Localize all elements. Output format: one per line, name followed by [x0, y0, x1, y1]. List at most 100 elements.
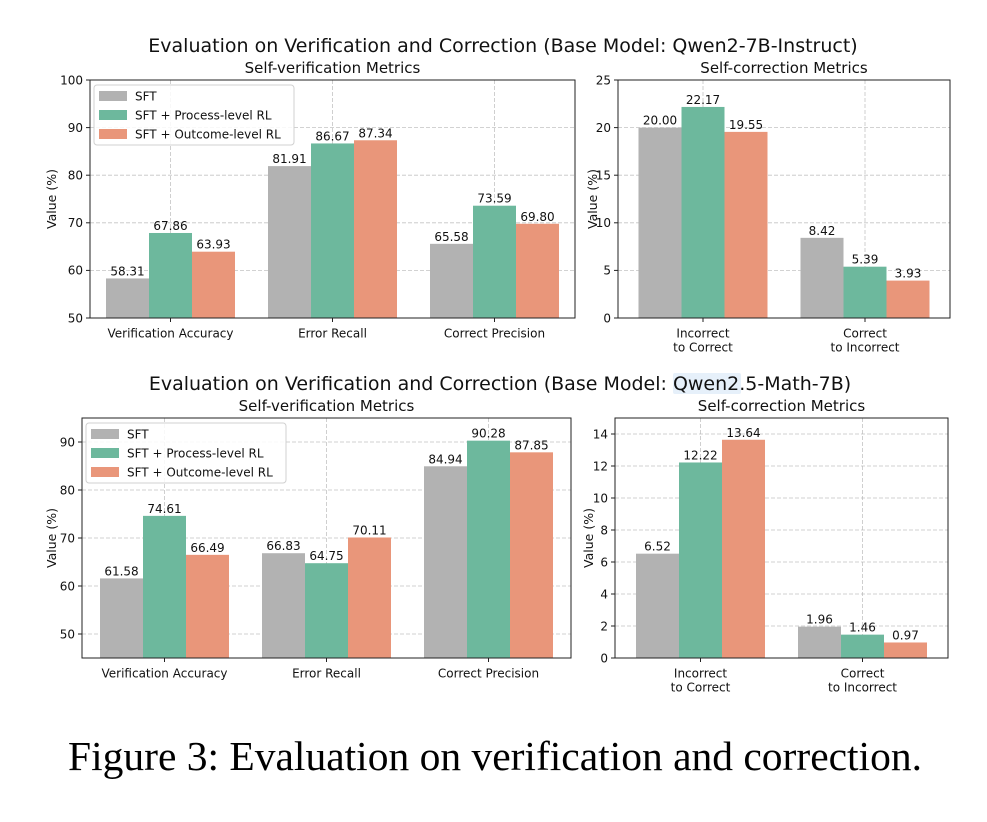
data-label-series-2-category-1: 0.97	[892, 628, 919, 642]
y-tick-label: 8	[600, 523, 608, 537]
data-label-series-1-category-2: 90.28	[471, 427, 505, 441]
y-tick-label: 0	[603, 311, 611, 325]
x-tick-label-line: to Correct	[671, 681, 731, 695]
y-tick-label: 90	[68, 121, 83, 135]
y-tick-label: 70	[68, 216, 83, 230]
legend: SFT SFT + Process-level RL SFT + Outcome-l…	[93, 84, 295, 146]
y-tick-label: 80	[68, 169, 83, 183]
legend-swatch-2	[91, 467, 119, 477]
data-label-series-2-category-0: 66.49	[190, 541, 224, 555]
x-tick-label-line: Correct	[841, 667, 885, 681]
y-tick-label: 90	[60, 435, 75, 449]
y-tick-label: 100	[60, 73, 83, 87]
bar-series-2-category-0	[724, 131, 768, 318]
x-tick-label: Correct to Incorrect	[830, 327, 899, 355]
x-tick-label: Correct Precision	[444, 327, 545, 341]
x-tick-label-line: to Correct	[673, 341, 733, 355]
x-tick-label: Correct to Incorrect	[828, 667, 897, 695]
data-label-series-1-category-1: 64.75	[309, 549, 343, 563]
y-axis-label: Value (%)	[44, 508, 59, 568]
bar-series-1-category-1	[843, 266, 887, 318]
x-tick-label: Error Recall	[298, 327, 367, 341]
bar-series-2-category-2	[510, 452, 553, 658]
bar-series-1-category-2	[473, 205, 516, 318]
y-tick-label: 25	[596, 73, 611, 87]
bar-series-0-category-1	[262, 553, 305, 658]
chart-qwen25-math-7b-self-correction: 6.52 1.96 12.22 1.46 13.64 0.97 0 2 4 6 8 10 12 14 Inc…	[581, 397, 949, 695]
data-label-series-1-category-0: 12.22	[683, 448, 717, 462]
axes-title: Self-correction Metrics	[700, 59, 868, 77]
data-label-series-0-category-0: 61.58	[104, 564, 138, 578]
bar-series-1-category-1	[311, 143, 354, 318]
x-tick-label: Verification Accuracy	[101, 667, 227, 681]
bar-series-0-category-0	[638, 127, 682, 318]
legend-swatch-0	[99, 91, 127, 101]
bar-series-1-category-0	[149, 232, 192, 318]
bar-series-0-category-2	[424, 466, 467, 658]
bar-series-1-category-0	[679, 462, 722, 658]
bar-series-1-category-0	[681, 106, 725, 319]
data-label-series-1-category-2: 73.59	[477, 192, 511, 206]
bar-series-0-category-2	[430, 243, 473, 318]
data-label-series-1-category-0: 22.17	[686, 93, 720, 107]
y-tick-label: 4	[600, 587, 608, 601]
y-axis-label: Value (%)	[581, 508, 596, 568]
data-label-series-0-category-0: 20.00	[643, 114, 677, 128]
legend-frame	[93, 84, 295, 146]
x-tick-label: Incorrect to Correct	[671, 667, 731, 695]
bar-series-0-category-0	[106, 278, 149, 318]
data-label-series-2-category-2: 87.85	[514, 438, 548, 452]
data-label-series-0-category-1: 81.91	[272, 152, 306, 166]
data-label-series-0-category-2: 65.58	[434, 230, 468, 244]
x-tick-label-line: to Incorrect	[830, 341, 899, 355]
legend-label-0: SFT	[127, 427, 149, 441]
chart-qwen2-7b-self-verification: 58.31 81.91 65.58 67.86 86.67 73.59 63.93 87.34…	[44, 59, 576, 341]
bar-series-1-category-1	[841, 634, 884, 658]
row-1-suptitle: Evaluation on Verification and Correctio…	[148, 35, 857, 57]
data-label-series-2-category-0: 13.64	[726, 426, 760, 440]
legend-swatch-1	[99, 110, 127, 120]
bar-series-2-category-1	[886, 280, 930, 318]
data-label-series-2-category-0: 19.55	[729, 118, 763, 132]
x-tick-label-line: Incorrect	[676, 327, 729, 341]
bar-series-1-category-1	[305, 563, 348, 658]
y-tick-label: 5	[603, 264, 611, 278]
bar-series-0-category-1	[798, 626, 841, 658]
bar-series-2-category-1	[354, 140, 397, 318]
y-tick-label: 20	[596, 121, 611, 135]
y-tick-label: 10	[593, 491, 608, 505]
y-tick-label: 14	[593, 427, 608, 441]
data-label-series-0-category-1: 66.83	[266, 539, 300, 553]
bar-series-2-category-0	[192, 251, 235, 318]
data-label-series-0-category-2: 84.94	[428, 452, 462, 466]
data-label-series-2-category-1: 3.93	[895, 267, 922, 281]
legend-swatch-2	[99, 129, 127, 139]
x-tick-label: Incorrect to Correct	[673, 327, 733, 355]
y-axis-label: Value (%)	[585, 169, 600, 229]
bar-series-2-category-1	[884, 642, 927, 658]
data-label-series-0-category-0: 6.52	[644, 540, 671, 554]
data-label-series-2-category-1: 87.34	[358, 126, 392, 140]
data-label-series-1-category-0: 74.61	[147, 502, 181, 516]
bar-series-0-category-1	[268, 166, 311, 318]
data-label-series-1-category-1: 5.39	[852, 253, 879, 267]
x-tick-label: Verification Accuracy	[107, 327, 233, 341]
y-tick-label: 12	[593, 459, 608, 473]
x-tick-label: Correct Precision	[438, 667, 539, 681]
bar-series-1-category-0	[143, 515, 186, 658]
chart-qwen2-7b-self-correction: 20.00 8.42 22.17 5.39 19.55 3.93 0 5 10 15 20 25 Inc…	[585, 59, 951, 355]
bar-series-2-category-0	[722, 439, 765, 658]
axes-title: Self-verification Metrics	[239, 397, 415, 415]
y-tick-label: 60	[60, 579, 75, 593]
legend: SFT SFT + Process-level RL SFT + Outcome-l…	[85, 422, 287, 484]
chart-qwen25-math-7b-self-verification: 61.58 66.83 84.94 74.61 64.75 90.28 66.49 70.11…	[44, 397, 572, 681]
y-tick-label: 50	[60, 627, 75, 641]
x-tick-label-line: Incorrect	[674, 667, 727, 681]
data-label-series-1-category-1: 86.67	[315, 129, 349, 143]
x-tick-label-line: to Incorrect	[828, 681, 897, 695]
legend-frame	[85, 422, 287, 484]
axes-title: Self-correction Metrics	[698, 397, 866, 415]
selection-highlight	[673, 373, 741, 394]
axes-title: Self-verification Metrics	[245, 59, 421, 77]
bar-series-2-category-2	[516, 223, 559, 318]
